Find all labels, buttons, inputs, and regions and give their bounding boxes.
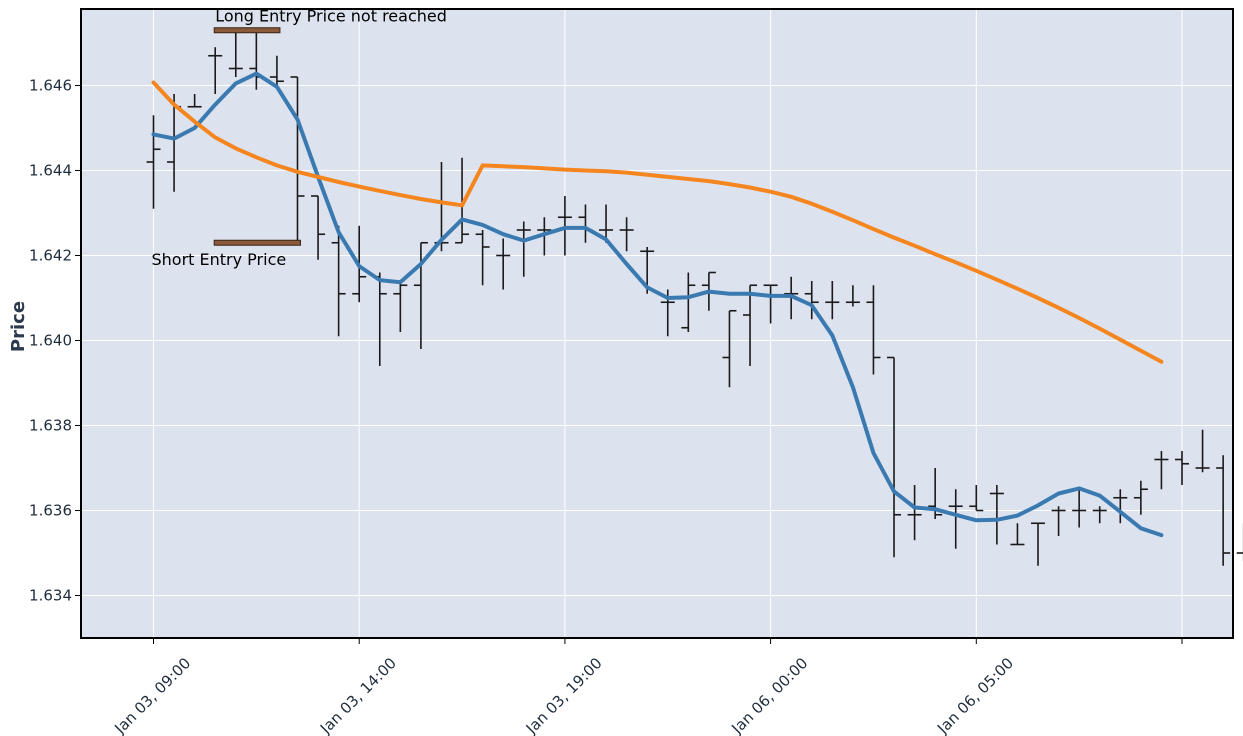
annotations: Long Entry Price not reached Short Entry … [152, 6, 447, 269]
ohlc-bar [969, 485, 984, 512]
y-tick-label: 1.646 [29, 77, 72, 95]
y-tick-label: 1.644 [29, 162, 72, 180]
plot-area [81, 9, 1233, 638]
y-axis: 1.634 1.636 1.638 1.640 1.642 1.644 1.646 [29, 77, 81, 605]
ohlc-bar [1072, 489, 1087, 528]
ohlc-bar [948, 489, 963, 549]
ohlc-bar [475, 230, 490, 286]
ohlc-bar [537, 217, 552, 256]
y-tick-label: 1.636 [29, 502, 72, 520]
ohlc-bar [722, 309, 737, 388]
ohlc-bar [228, 30, 243, 77]
ohlc-bar [208, 47, 223, 94]
ohlc-bar [907, 485, 922, 541]
ohlc-bar [496, 238, 511, 290]
ohlc-bar [1031, 522, 1046, 566]
ohlc-bar [455, 157, 470, 244]
ohlc-bar [1051, 506, 1066, 536]
x-axis: Jan 03, 09:00 Jan 03, 14:00 Jan 03, 19:00 J… [110, 638, 1183, 736]
ohlc-bar [763, 284, 778, 324]
ohlc-bar [516, 221, 531, 277]
long-entry-annotation: Long Entry Price not reached [215, 6, 447, 25]
ohlc-bar [311, 195, 326, 260]
ohlc-bar [1113, 489, 1128, 524]
x-tick-label: Jan 06, 00:00 [727, 654, 811, 736]
ohlc-bars [146, 30, 1243, 566]
ohlc-bar [619, 217, 634, 252]
x-tick-label: Jan 06, 05:00 [933, 654, 1017, 736]
moving-average-slow-line [151, 80, 1164, 364]
ohlc-bar [1133, 480, 1148, 515]
short-entry-marker [213, 239, 301, 246]
long-entry-marker [213, 27, 281, 34]
ohlc-bar [743, 284, 758, 366]
x-tick-label: Jan 03, 09:00 [110, 654, 194, 736]
moving-average-lines [151, 71, 1164, 538]
plot-frame [80, 8, 1234, 639]
x-tick-label: Jan 03, 19:00 [522, 654, 606, 736]
ohlc-bar [290, 76, 305, 243]
ohlc-bar [804, 281, 819, 320]
ohlc-bar [1154, 451, 1169, 490]
ohlc-bar [989, 485, 1004, 545]
ohlc-bar [269, 55, 284, 86]
ohlc-bar [146, 115, 161, 209]
y-axis-title: Price [8, 301, 29, 352]
y-tick-label: 1.638 [29, 417, 72, 435]
x-tick-label: Jan 03, 14:00 [316, 654, 400, 736]
short-entry-annotation: Short Entry Price [152, 250, 287, 269]
grid [81, 9, 1233, 638]
ohlc-bar [1195, 429, 1210, 473]
ohlc-bar [845, 285, 860, 307]
ohlc-bar [1010, 523, 1025, 546]
y-tick-label: 1.642 [29, 247, 72, 265]
ohlc-bar [1092, 506, 1107, 524]
ohlc-bar [825, 281, 840, 320]
ohlc-bar [393, 281, 408, 332]
ohlc-bar [599, 204, 614, 243]
ohlc-bar [331, 225, 346, 337]
ohlc-bar [887, 356, 902, 558]
ohlc-bar [1175, 451, 1189, 485]
y-tick-label: 1.640 [29, 332, 72, 350]
moving-average-fast-line [151, 71, 1164, 538]
ohlc-bar [1236, 523, 1243, 562]
ohlc-bar [413, 241, 428, 349]
ohlc-bar [1216, 455, 1231, 566]
ohlc-bar [557, 196, 572, 256]
ohlc-bar [187, 94, 202, 108]
ohlc-bar [866, 285, 881, 375]
ohlc-bar [681, 272, 696, 332]
y-tick-label: 1.634 [29, 587, 72, 605]
